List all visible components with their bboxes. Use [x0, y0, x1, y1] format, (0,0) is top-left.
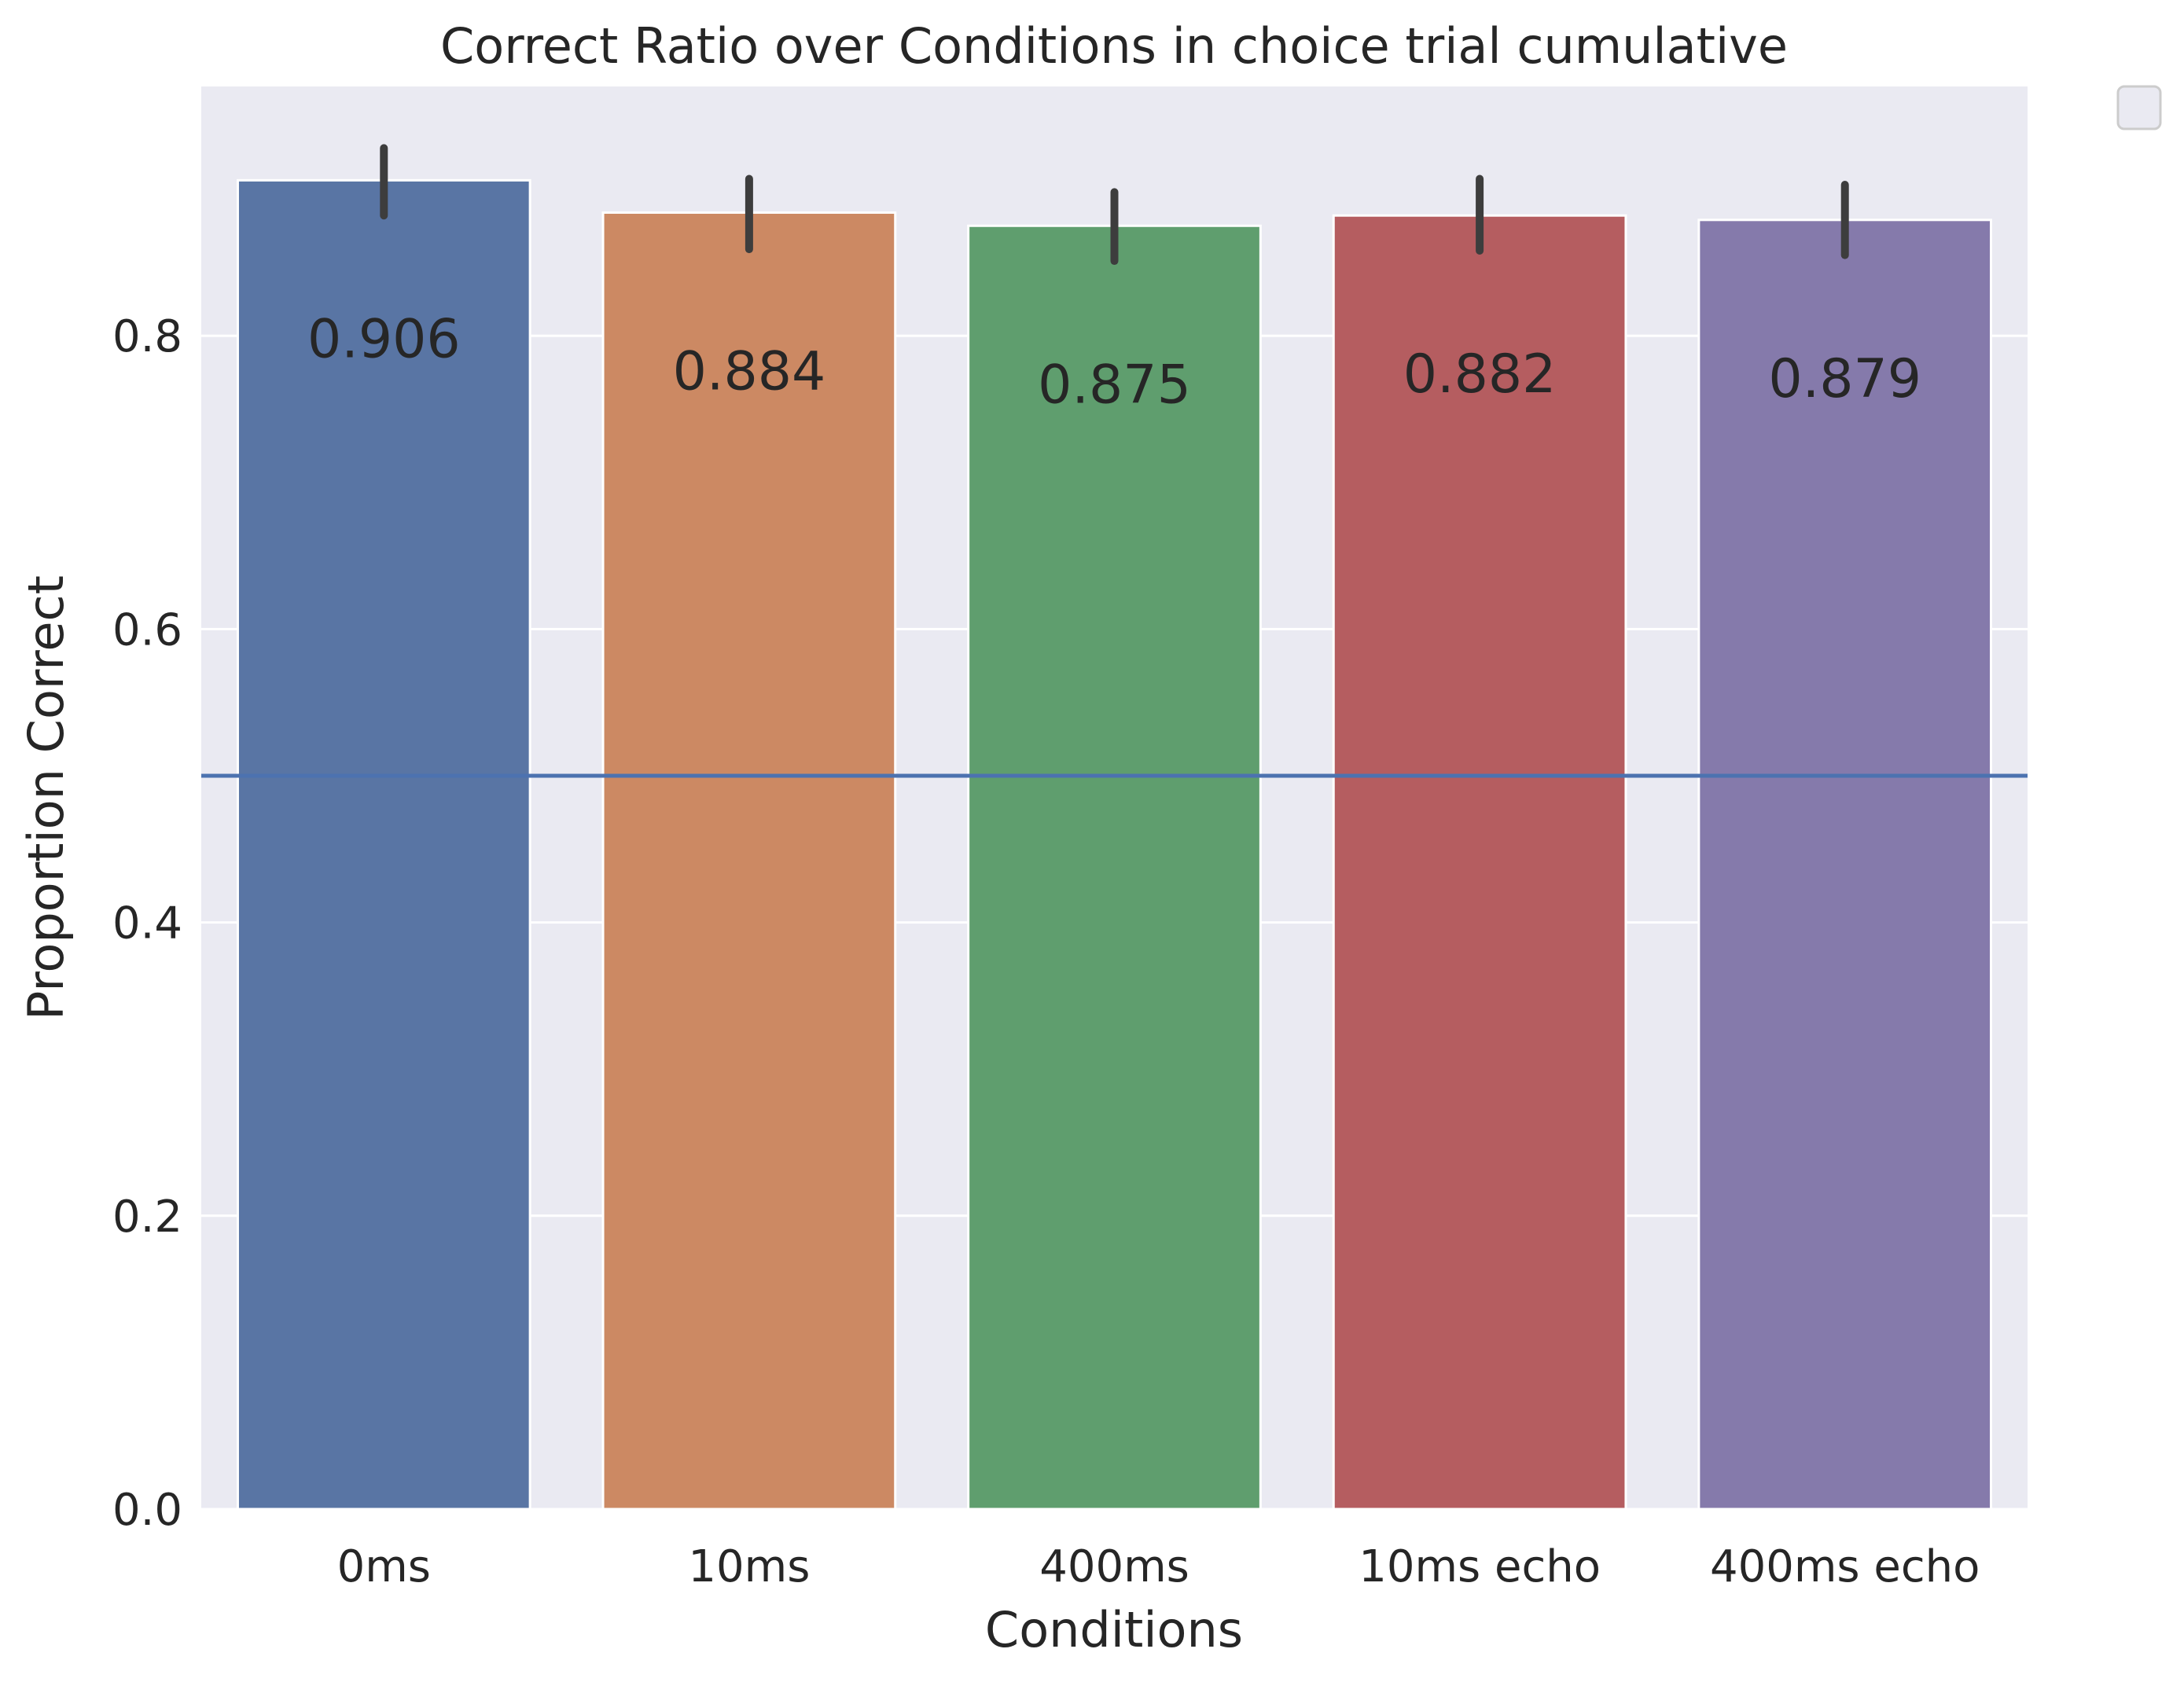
chart-title: Correct Ratio over Conditions in choice … — [440, 17, 1788, 75]
y-tick-label: 0.2 — [112, 1192, 182, 1243]
y-tick-label: 0.0 — [112, 1485, 182, 1536]
y-tick-label: 0.4 — [112, 898, 182, 949]
y-tick-labels: 0.0 0.2 0.4 0.6 0.8 — [112, 311, 182, 1536]
bar — [1332, 214, 1627, 1511]
data-label: 0.906 — [307, 308, 461, 370]
data-label: 0.879 — [1768, 348, 1921, 410]
data-label: 0.882 — [1403, 343, 1557, 406]
x-tick-label: 400ms — [1039, 1541, 1189, 1592]
data-label: 0.875 — [1038, 354, 1191, 416]
y-tick-label: 0.6 — [112, 604, 182, 656]
x-tick-label: 10ms — [688, 1541, 810, 1592]
bar — [1697, 219, 1993, 1511]
bar — [236, 178, 531, 1511]
x-tick-label: 400ms echo — [1710, 1541, 1980, 1592]
x-axis-label: Conditions — [985, 1601, 1243, 1658]
x-tick-label: 10ms echo — [1359, 1541, 1601, 1592]
legend-box — [2116, 85, 2162, 130]
data-label: 0.884 — [673, 340, 826, 402]
data-labels: 0.906 0.884 0.875 0.882 0.879 — [307, 308, 1921, 416]
y-tick-label: 0.8 — [112, 311, 182, 362]
x-tick-labels: 0ms 10ms 400ms 10ms echo 400ms echo — [337, 1541, 1980, 1592]
error-bars — [380, 144, 1849, 266]
y-axis-label: Proportion Correct — [17, 575, 75, 1020]
bars — [236, 178, 1993, 1511]
bar — [967, 224, 1262, 1511]
x-tick-label: 0ms — [337, 1541, 431, 1592]
bar — [601, 211, 897, 1511]
